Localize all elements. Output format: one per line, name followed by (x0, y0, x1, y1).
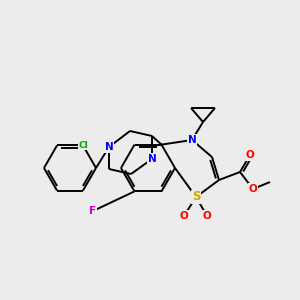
Text: Cl: Cl (78, 141, 88, 150)
Text: N: N (148, 154, 156, 164)
Text: O: O (249, 184, 257, 194)
Text: F: F (89, 206, 97, 216)
Text: O: O (246, 150, 254, 160)
Text: N: N (188, 135, 196, 145)
Text: S: S (192, 190, 200, 203)
Text: O: O (202, 211, 211, 221)
Text: O: O (180, 211, 188, 221)
Text: N: N (105, 142, 113, 152)
